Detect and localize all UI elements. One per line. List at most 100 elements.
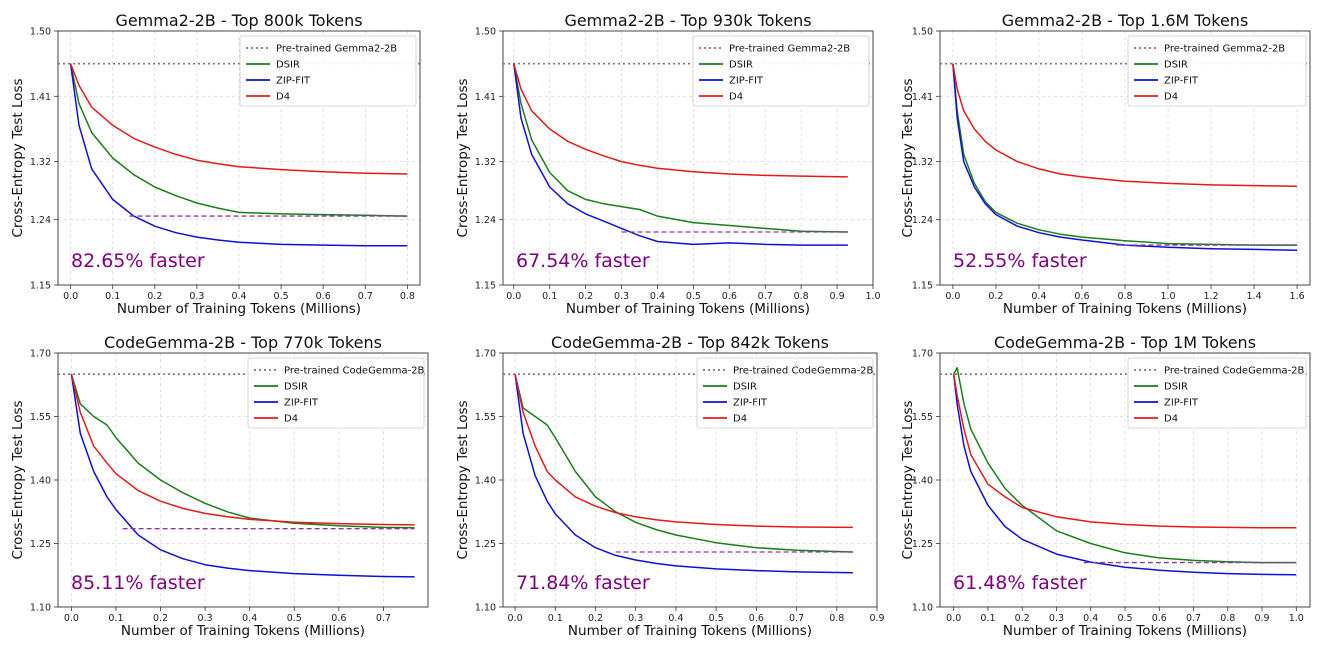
chart-svg: Gemma2-2B - Top 800k Tokens 0.0 0.1 0.2 0.3 0…: [10, 11, 421, 317]
series-line-dsir: [513, 63, 848, 233]
y-axis-label: Cross-Entropy Test Loss: [10, 78, 26, 237]
x-tick-label: 0.3: [614, 291, 629, 302]
y-tick-label: 1.24: [475, 215, 496, 226]
y-axis-label: Cross-Entropy Test Loss: [455, 400, 471, 559]
x-tick-label: 0.2: [988, 291, 1003, 302]
plot-frame: [57, 352, 429, 608]
legend-label: Pre-trained Gemma2-2B: [729, 44, 850, 55]
x-tick-label: 1.0: [865, 291, 880, 302]
x-tick-label: 1.2: [1203, 291, 1218, 302]
legend: Pre-trained CodeGemma-2B DSIR ZIP-FIT D4: [247, 357, 425, 429]
y-tick-label: 1.10: [475, 603, 496, 614]
speedup-annotation: 71.84% faster: [516, 572, 650, 594]
series-line-zip-fit: [952, 63, 1298, 251]
x-tick-label: 1.0: [1289, 613, 1304, 624]
legend: Pre-trained Gemma2-2B DSIR ZIP-FIT D4: [239, 35, 417, 107]
series-line-zip-fit: [514, 374, 853, 574]
x-tick-label: 0.8: [1117, 291, 1132, 302]
series-line-dsir: [952, 63, 1298, 246]
legend-label: Pre-trained CodeGemma-2B: [284, 366, 425, 377]
y-tick-label: 1.15: [475, 281, 496, 292]
plot-frame: [939, 30, 1311, 286]
x-tick-label: 0.4: [231, 291, 246, 302]
x-tick-label: 0.7: [1186, 613, 1201, 624]
series-line-d4: [513, 63, 848, 178]
series-line-zip-fit: [513, 63, 848, 246]
chart-svg: CodeGemma-2B - Top 770k Tokens 0.0 0.1 0.2 0…: [10, 333, 429, 639]
x-tick-label: 0.9: [869, 613, 884, 624]
legend-box: [692, 35, 870, 107]
x-tick-label: 0.0: [508, 613, 523, 624]
x-tick-label: 0.6: [1152, 613, 1167, 624]
y-tick-label: 1.25: [912, 539, 933, 550]
y-tick-label: 1.25: [475, 539, 496, 550]
x-tick-label: 0.5: [1117, 613, 1132, 624]
speedup-annotation: 67.54% faster: [516, 250, 650, 272]
y-tick-label: 1.15: [30, 281, 51, 292]
chart-panel-1: Gemma2-2B - Top 800k Tokens 0.0 0.1 0.2 0.3 0…: [0, 0, 440, 320]
x-tick-label: 0.6: [722, 291, 737, 302]
x-tick-label: 0.6: [1074, 291, 1089, 302]
x-axis-label: Number of Training Tokens (Millions): [1003, 623, 1247, 639]
chart-title: CodeGemma-2B - Top 1M Tokens: [994, 333, 1256, 352]
x-tick-label: 0.2: [578, 291, 593, 302]
legend-box: [1127, 357, 1307, 429]
legend: Pre-trained Gemma2-2B DSIR ZIP-FIT D4: [1127, 35, 1307, 107]
y-axis-label: Cross-Entropy Test Loss: [900, 400, 916, 559]
x-tick-label: 0.0: [946, 613, 961, 624]
y-tick-label: 1.55: [912, 412, 933, 423]
y-tick-label: 1.32: [912, 157, 933, 168]
y-tick-label: 1.50: [475, 27, 496, 38]
x-tick-label: 0.3: [628, 613, 643, 624]
y-tick-label: 1.70: [30, 349, 51, 360]
x-tick-label: 0.4: [668, 613, 683, 624]
y-tick-label: 1.41: [912, 92, 933, 103]
x-tick-label: 0.6: [749, 613, 764, 624]
speedup-annotation: 52.55% faster: [953, 250, 1087, 272]
legend-label: ZIP-FIT: [276, 76, 311, 87]
x-tick-label: 0.5: [686, 291, 701, 302]
speedup-annotation: 82.65% faster: [71, 250, 205, 272]
x-tick-label: 0.1: [980, 613, 995, 624]
legend: Pre-trained CodeGemma-2B DSIR ZIP-FIT D4: [1127, 357, 1307, 429]
x-tick-label: 1.4: [1247, 291, 1262, 302]
x-tick-label: 0.7: [376, 613, 391, 624]
x-tick-label: 0.5: [709, 613, 724, 624]
series-line-zip-fit: [70, 374, 415, 578]
x-axis-label: Number of Training Tokens (Millions): [566, 301, 810, 317]
y-tick-label: 1.41: [30, 92, 51, 103]
legend: Pre-trained CodeGemma-2B DSIR ZIP-FIT D4: [696, 357, 874, 429]
y-tick-label: 1.40: [912, 476, 933, 487]
x-axis-label: Number of Training Tokens (Millions): [121, 623, 365, 639]
series-line-d4: [952, 374, 1297, 529]
legend-label: DSIR: [276, 60, 300, 71]
plot-frame: [502, 30, 874, 286]
chart-svg: CodeGemma-2B - Top 842k Tokens 0.0 0.1 0.2 0…: [455, 333, 885, 639]
legend-label: ZIP-FIT: [729, 76, 764, 87]
legend-box: [239, 35, 417, 107]
y-tick-label: 1.55: [475, 412, 496, 423]
x-tick-label: 0.5: [274, 291, 289, 302]
chart-title: CodeGemma-2B - Top 842k Tokens: [551, 333, 829, 352]
legend-box: [1127, 35, 1307, 107]
chart-svg: Gemma2-2B - Top 930k Tokens 0.0 0.1 0.2 0.3 0…: [455, 11, 881, 317]
chart-panel-6: CodeGemma-2B - Top 1M Tokens 0.0 0.1 0.2 0.3…: [890, 322, 1320, 642]
series-line-dsir: [70, 373, 415, 529]
y-axis-label: Cross-Entropy Test Loss: [10, 400, 26, 559]
x-tick-label: 0.3: [189, 291, 204, 302]
y-tick-label: 1.32: [30, 157, 51, 168]
chart-title: CodeGemma-2B - Top 770k Tokens: [104, 333, 382, 352]
x-tick-label: 0.8: [829, 613, 844, 624]
legend-label: DSIR: [1164, 382, 1188, 393]
x-tick-label: 0.4: [242, 613, 257, 624]
plot-frame: [502, 352, 878, 608]
legend-box: [696, 357, 874, 429]
x-tick-label: 1.0: [1160, 291, 1175, 302]
y-tick-label: 1.41: [475, 92, 496, 103]
x-tick-label: 0.7: [758, 291, 773, 302]
x-tick-label: 0.8: [794, 291, 809, 302]
legend-label: DSIR: [1164, 60, 1188, 71]
x-tick-label: 0.2: [153, 613, 168, 624]
x-tick-label: 0.1: [548, 613, 563, 624]
